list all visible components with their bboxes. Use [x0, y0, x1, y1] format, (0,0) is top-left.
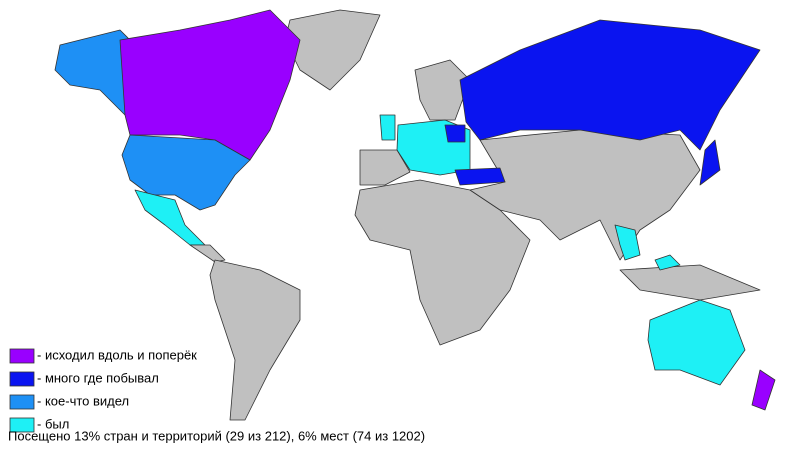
map-regions: [54, 9, 776, 421]
legend-swatch: [9, 371, 35, 387]
indonesia: [619, 264, 761, 301]
western-europe: [359, 149, 411, 186]
alaska: [54, 29, 131, 116]
central-america: [189, 244, 226, 263]
usa: [121, 134, 251, 211]
legend-swatch: [9, 348, 35, 364]
caption: Посещено 13% стран и территорий (29 из 2…: [8, 428, 425, 443]
legend-swatch: [9, 417, 35, 433]
australia: [647, 299, 746, 386]
legend-label: - исходил вдоль и поперёк: [37, 347, 197, 362]
belarus: [444, 124, 466, 143]
asia: [469, 129, 701, 261]
greenland: [284, 9, 381, 91]
thailand: [614, 224, 641, 261]
legend-label: - был: [37, 416, 69, 431]
legend-swatch: [9, 394, 35, 410]
legend-label: - много где побывал: [37, 370, 159, 385]
malaysia: [654, 254, 681, 271]
uk: [379, 114, 396, 141]
russia: [459, 19, 761, 151]
japan: [699, 139, 721, 186]
scandinavia: [414, 59, 471, 121]
legend-label: - кое-что видел: [37, 393, 129, 408]
legend: - исходил вдоль и поперёк - много где поб…: [9, 347, 197, 433]
new-zealand: [751, 369, 776, 411]
turkey: [454, 167, 506, 186]
south-america: [209, 259, 301, 421]
